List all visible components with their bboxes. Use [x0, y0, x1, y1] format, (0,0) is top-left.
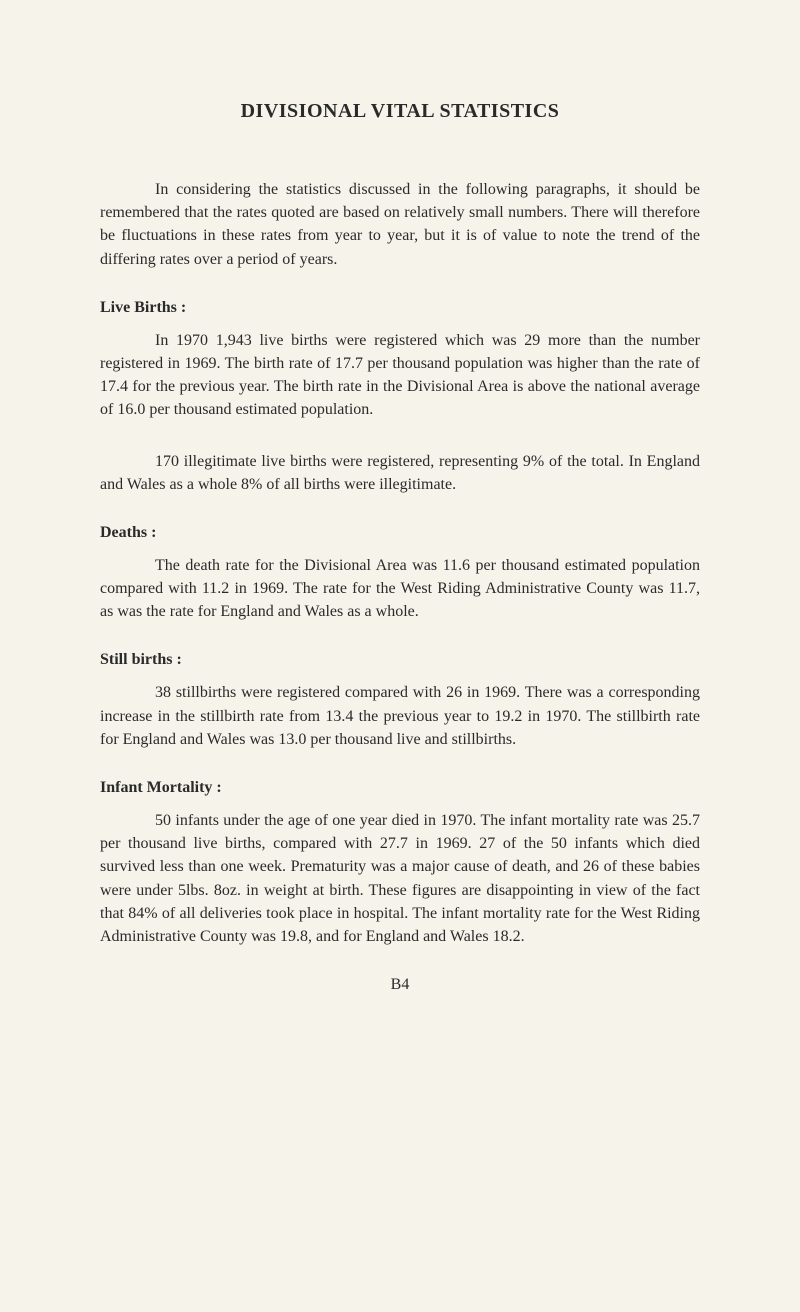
intro-paragraph: In considering the statistics discussed …	[100, 178, 700, 271]
live-births-p2: 170 illegitimate live births were regist…	[100, 450, 700, 496]
page-title: DIVISIONAL VITAL STATISTICS	[100, 100, 700, 123]
infant-mortality-heading: Infant Mortality :	[100, 779, 700, 797]
live-births-p1: In 1970 1,943 live births were registere…	[100, 329, 700, 422]
page-number: B4	[100, 976, 700, 994]
still-births-heading: Still births :	[100, 651, 700, 669]
still-births-p1: 38 stillbirths were registered compared …	[100, 681, 700, 751]
deaths-p1: The death rate for the Divisional Area w…	[100, 554, 700, 624]
live-births-heading: Live Births :	[100, 299, 700, 317]
deaths-heading: Deaths :	[100, 524, 700, 542]
infant-mortality-p1: 50 infants under the age of one year die…	[100, 809, 700, 948]
